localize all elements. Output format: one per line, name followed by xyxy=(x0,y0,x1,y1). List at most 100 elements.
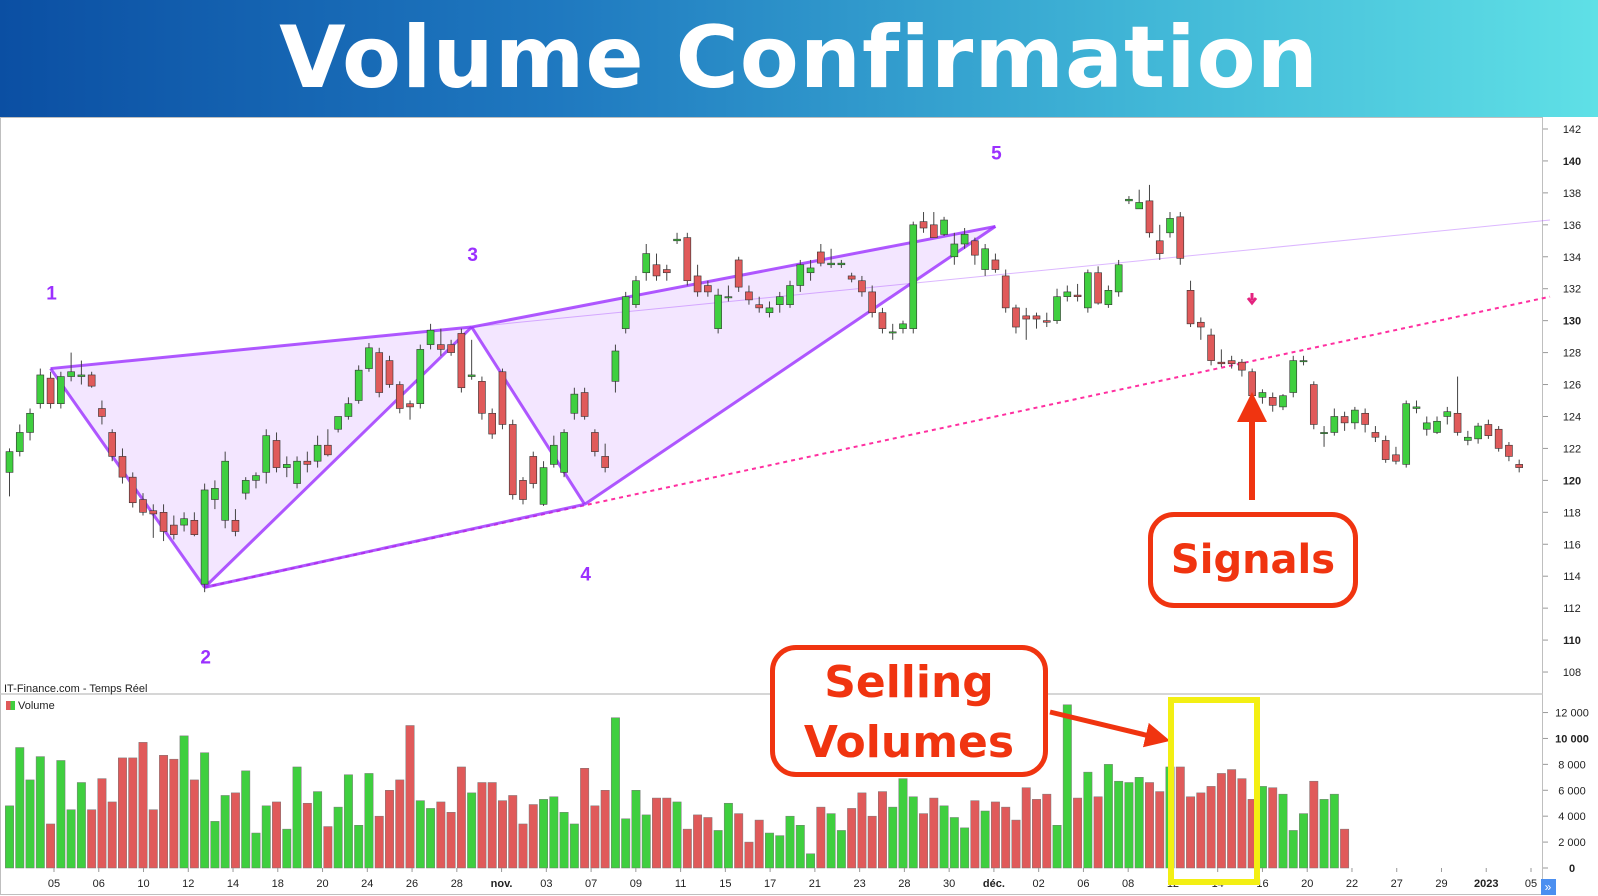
candle xyxy=(1053,288,1061,324)
date-tick-label: 18 xyxy=(272,878,284,890)
candle-body xyxy=(272,440,281,468)
date-tick-label: 17 xyxy=(764,878,776,890)
candle-body xyxy=(1381,440,1390,460)
candle xyxy=(1279,394,1287,411)
volume-bar xyxy=(734,813,744,869)
selling-volumes-callout: Selling Volumes xyxy=(770,645,1048,777)
volume-bar xyxy=(590,805,600,869)
volume-bar xyxy=(415,800,425,869)
candle-body xyxy=(231,519,240,532)
upper-channel-line xyxy=(471,219,1551,328)
candle xyxy=(1351,406,1359,430)
volume-bar xyxy=(929,797,939,869)
volume-bar xyxy=(1340,828,1350,869)
volume-bar xyxy=(1052,825,1062,869)
candle xyxy=(878,307,887,334)
candle-body xyxy=(488,412,496,435)
candle xyxy=(1207,328,1215,366)
candle-body xyxy=(108,432,116,457)
candle-body xyxy=(632,280,640,305)
candle xyxy=(847,272,856,283)
candle-body xyxy=(190,519,199,535)
volume-bar xyxy=(107,801,117,869)
scroll-right-button[interactable] xyxy=(1541,879,1556,895)
candle xyxy=(734,256,743,292)
candle xyxy=(190,512,199,537)
candle xyxy=(1361,408,1369,433)
candle xyxy=(950,232,959,265)
candle-body xyxy=(1217,361,1226,365)
wave-line-2-4 xyxy=(204,502,585,589)
volume-bar xyxy=(826,813,836,869)
candle-body xyxy=(324,444,332,456)
candle xyxy=(724,285,733,302)
volume-bar xyxy=(765,832,774,869)
candle-body xyxy=(1145,200,1154,234)
volume-bar xyxy=(87,809,97,869)
candle xyxy=(1371,426,1380,443)
wave-line-1-3 xyxy=(50,325,472,371)
volume-tick-label: 8 000 xyxy=(1558,759,1586,771)
candle-body xyxy=(354,369,363,401)
source-label: IT-Finance.com - Temps Réel xyxy=(4,683,147,695)
candle-body xyxy=(1186,290,1195,325)
candle-body xyxy=(262,435,271,473)
volume-bar xyxy=(621,818,631,869)
candle xyxy=(159,504,168,542)
candle-body xyxy=(621,296,630,329)
volume-axis: 0 2 000 4 000 6 000 8 000 10 000 12 000 xyxy=(1543,708,1589,875)
candle-body xyxy=(1494,428,1503,449)
candle xyxy=(1104,285,1113,308)
volume-bar xyxy=(179,735,189,869)
volume-bar xyxy=(210,821,220,869)
candle-body xyxy=(437,344,445,350)
candle-body xyxy=(1340,416,1349,424)
volume-bar xyxy=(446,812,456,869)
candle-body xyxy=(395,384,404,409)
candle-body xyxy=(467,374,476,377)
price-tick-label: 142 xyxy=(1563,124,1581,136)
candle-body xyxy=(817,251,825,264)
candle-body xyxy=(570,393,579,414)
candle xyxy=(560,429,568,478)
candle-body xyxy=(693,275,702,293)
volume-bar xyxy=(508,795,518,869)
volume-bar xyxy=(1124,782,1134,869)
page-title: Volume Confirmation xyxy=(279,8,1319,108)
volume-bar xyxy=(169,758,179,869)
candle xyxy=(395,381,404,414)
candle-body xyxy=(365,347,373,369)
candle-body xyxy=(1351,409,1359,424)
volume-bar xyxy=(436,801,446,869)
candle xyxy=(1443,406,1452,425)
candle xyxy=(1402,400,1411,468)
volume-bar xyxy=(888,806,898,869)
candle-body xyxy=(170,524,178,535)
candle xyxy=(539,461,548,506)
candle xyxy=(960,228,969,249)
candle xyxy=(282,456,291,478)
candle-body xyxy=(1392,454,1400,462)
candle xyxy=(1309,381,1318,430)
candle xyxy=(1238,358,1246,377)
candle-body xyxy=(827,262,835,266)
candle xyxy=(77,360,86,385)
candle xyxy=(252,472,260,489)
volume-bar xyxy=(847,808,857,869)
volume-bar xyxy=(1062,704,1072,869)
candle xyxy=(1484,419,1493,439)
candle xyxy=(426,323,435,350)
candle-body xyxy=(447,344,455,353)
volume-bar xyxy=(1175,766,1185,869)
candle-body xyxy=(200,489,209,585)
date-tick-label: 26 xyxy=(406,878,418,890)
volume-bar xyxy=(580,768,590,869)
volume-bar xyxy=(713,830,723,869)
date-tick-label: 28 xyxy=(898,878,910,890)
candle xyxy=(1453,376,1462,436)
candle-body xyxy=(1505,444,1513,457)
date-tick-label: 03 xyxy=(540,878,552,890)
candle-body xyxy=(36,374,45,405)
price-tick-label: 128 xyxy=(1563,348,1581,360)
candle-body xyxy=(734,259,743,288)
